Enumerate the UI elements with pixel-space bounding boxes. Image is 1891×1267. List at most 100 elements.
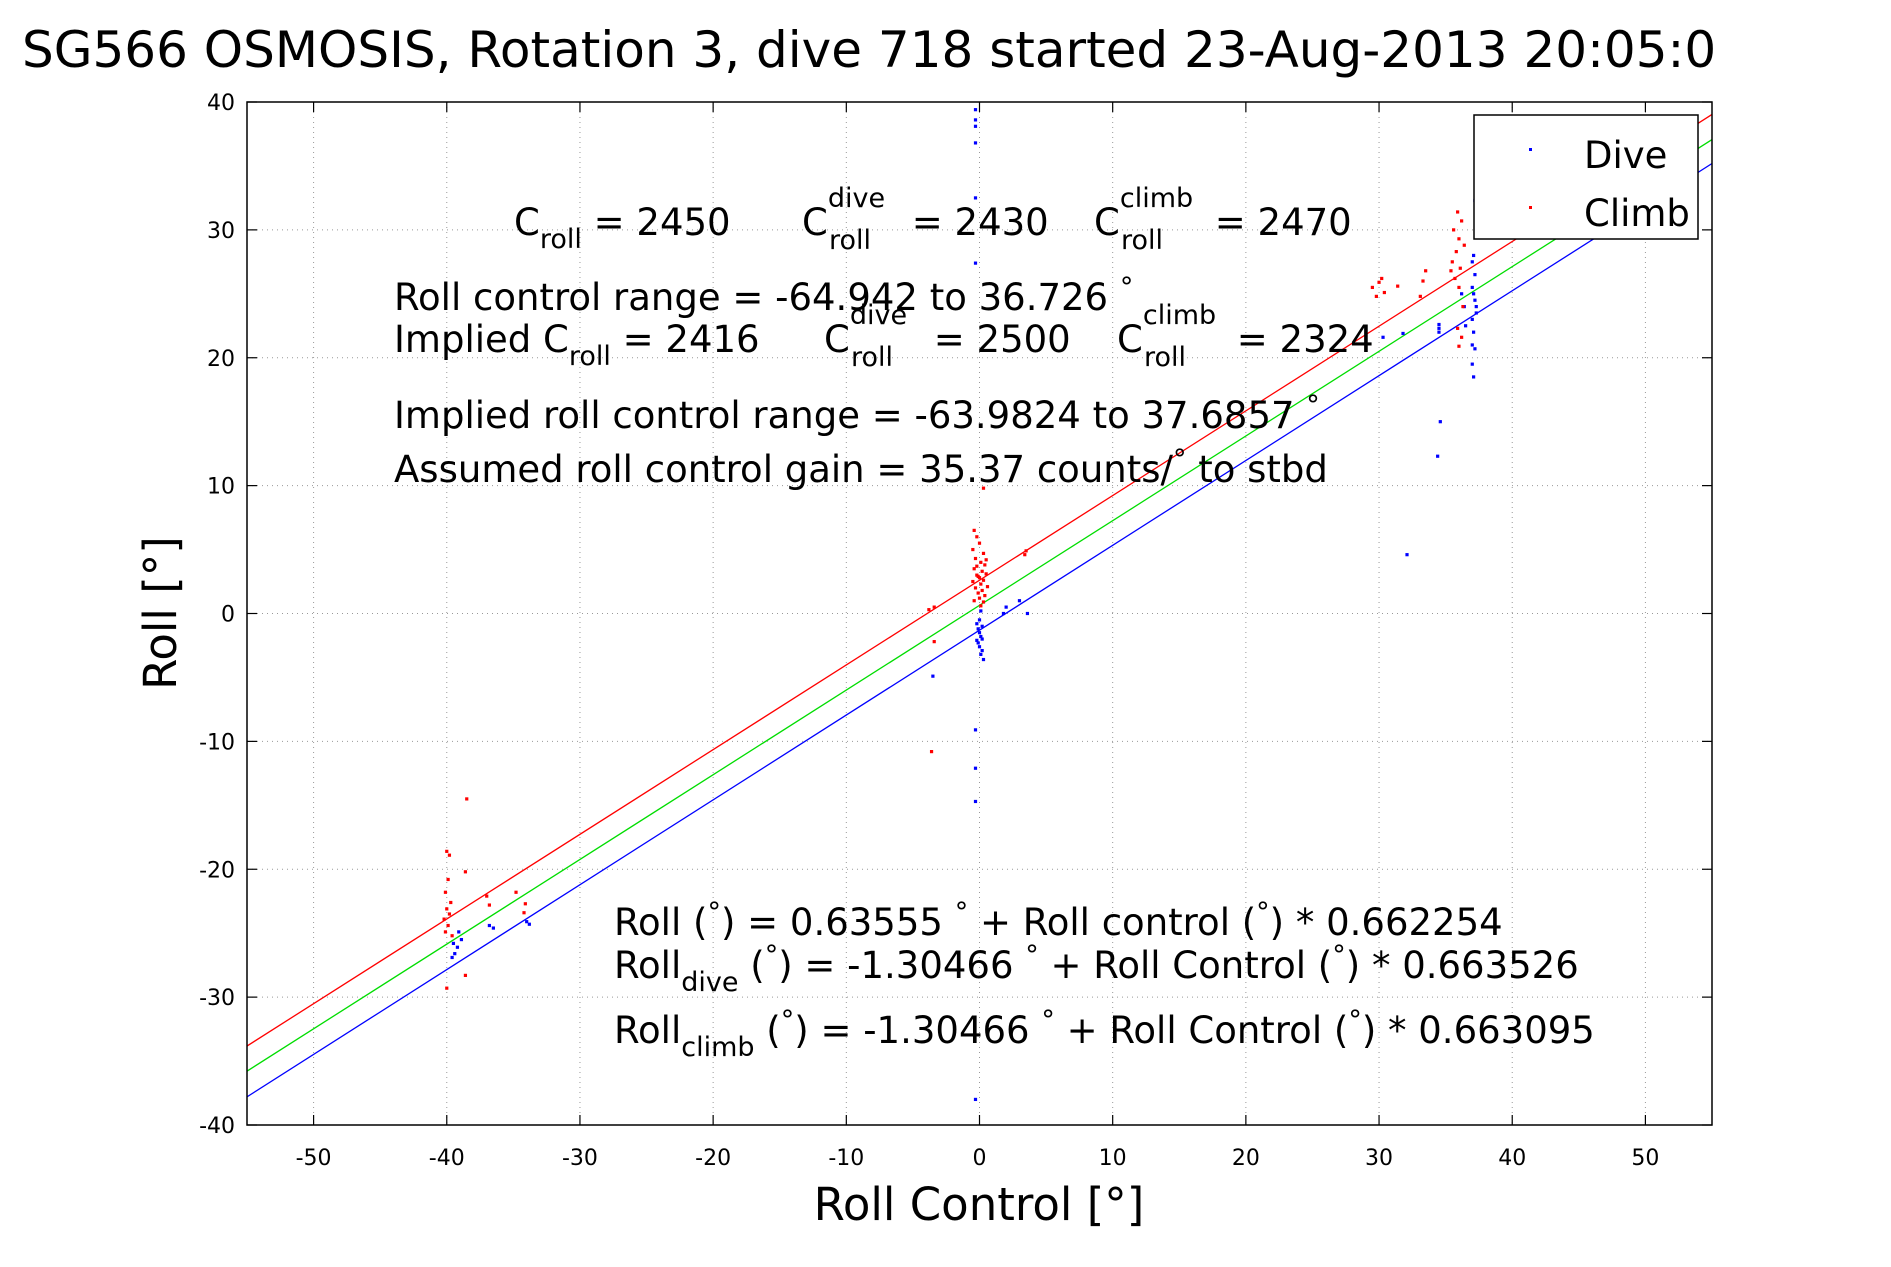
legend: Dive Climb: [1473, 114, 1699, 240]
dive-point: [975, 622, 979, 626]
climb-point: [971, 579, 975, 584]
climb-point: [927, 608, 931, 612]
dive-point: [973, 141, 978, 145]
climb-point: [972, 567, 976, 571]
annotation-c-roll-climb: Cclimb roll = 2470: [1094, 183, 1352, 256]
annotation-implied-c-roll-climb: Cclimb roll = 2324: [1117, 300, 1374, 373]
dive-point: [1470, 317, 1474, 321]
dive-point: [1381, 335, 1385, 339]
climb-point: [979, 582, 983, 586]
x-tick-label: 0: [973, 1146, 987, 1171]
climb-point: [1380, 276, 1384, 281]
climb-point: [1453, 276, 1457, 281]
dive-point: [975, 638, 979, 642]
climb-point: [446, 877, 450, 882]
legend-box: [1473, 114, 1699, 240]
x-tick-label: 20: [1232, 1146, 1260, 1171]
climb-point: [1424, 269, 1428, 273]
data-points: [442, 108, 1478, 1102]
climb-point: [984, 558, 988, 562]
climb-point: [1382, 290, 1386, 295]
climb-point: [1418, 294, 1422, 298]
climb-point: [1460, 219, 1464, 223]
climb-point: [977, 596, 982, 600]
dive-point: [977, 618, 982, 622]
dive-point: [1437, 330, 1441, 334]
climb-point: [1456, 210, 1460, 214]
dive-point: [979, 634, 983, 639]
climb-point: [442, 917, 446, 921]
climb-point: [447, 853, 452, 857]
climb-point: [979, 560, 983, 564]
climb-point: [1462, 243, 1466, 247]
climb-point: [445, 986, 449, 990]
dive-point: [1438, 420, 1442, 424]
dive-point: [1460, 292, 1464, 296]
dive-point: [979, 609, 983, 613]
climb-point: [981, 486, 986, 490]
x-tick-label: -10: [828, 1146, 864, 1171]
dive-point: [1474, 305, 1478, 309]
climb-point: [979, 604, 983, 608]
climb-point: [1461, 305, 1465, 309]
climb-point: [1377, 280, 1381, 284]
y-tick-label: 20: [207, 347, 235, 372]
climb-point: [981, 600, 986, 604]
annotation-implied-c-roll: Implied Croll = 2416: [394, 318, 760, 372]
climb-point: [981, 551, 986, 555]
climb-point: [450, 934, 454, 938]
climb-point: [932, 605, 936, 609]
dive-point: [980, 624, 984, 628]
y-tick-label: 0: [221, 603, 235, 628]
x-tick-label: 40: [1498, 1146, 1526, 1171]
dive-point: [981, 657, 986, 662]
dive-point: [487, 923, 491, 928]
dive-point: [973, 196, 978, 200]
legend-climb-label: Climb: [1584, 192, 1690, 235]
dive-point: [455, 945, 460, 949]
y-tick-label: 40: [207, 91, 235, 116]
climb-point: [1023, 553, 1027, 557]
climb-point: [1024, 549, 1028, 553]
climb-point: [932, 640, 936, 644]
climb-point: [984, 572, 988, 576]
x-tick-label: 10: [1099, 1146, 1127, 1171]
dive-point: [973, 108, 978, 112]
climb-point: [465, 797, 469, 801]
dive-point: [1472, 292, 1476, 296]
fit-line: [247, 113, 1712, 1047]
climb-point: [522, 911, 526, 915]
y-tick-label: -20: [199, 858, 235, 883]
annotation-gain: Assumed roll control gain = 35.37 counts…: [394, 444, 1328, 491]
climb-point: [980, 569, 984, 573]
climb-point: [443, 930, 448, 934]
y-tick-label: -30: [199, 986, 235, 1011]
climb-point: [975, 564, 979, 568]
x-tick-label: -20: [695, 1146, 731, 1171]
climb-point: [1452, 228, 1456, 232]
dive-point: [931, 674, 935, 678]
climb-point: [463, 870, 468, 874]
y-tick-label: 10: [207, 475, 235, 500]
climb-point: [929, 750, 934, 754]
legend-climb-marker: [1529, 206, 1532, 209]
dive-point: [457, 930, 461, 934]
dive-point: [1436, 454, 1440, 458]
dive-point: [973, 261, 978, 265]
dive-point: [1437, 326, 1441, 330]
climb-point: [981, 578, 986, 582]
dive-point: [1470, 260, 1474, 264]
climb-point: [1370, 285, 1374, 290]
dive-point: [1001, 611, 1006, 616]
y-tick-label: -40: [199, 1114, 235, 1139]
dive-point: [976, 627, 980, 631]
climb-point: [1460, 335, 1464, 339]
climb-point: [1457, 237, 1461, 241]
dive-point: [973, 799, 978, 804]
dive-point: [973, 728, 978, 732]
climb-point: [972, 528, 976, 532]
y-tick-label: 30: [207, 219, 235, 244]
dive-point: [973, 118, 978, 122]
x-axis-label: Roll Control [°]: [814, 1178, 1145, 1231]
climb-point: [971, 547, 975, 552]
